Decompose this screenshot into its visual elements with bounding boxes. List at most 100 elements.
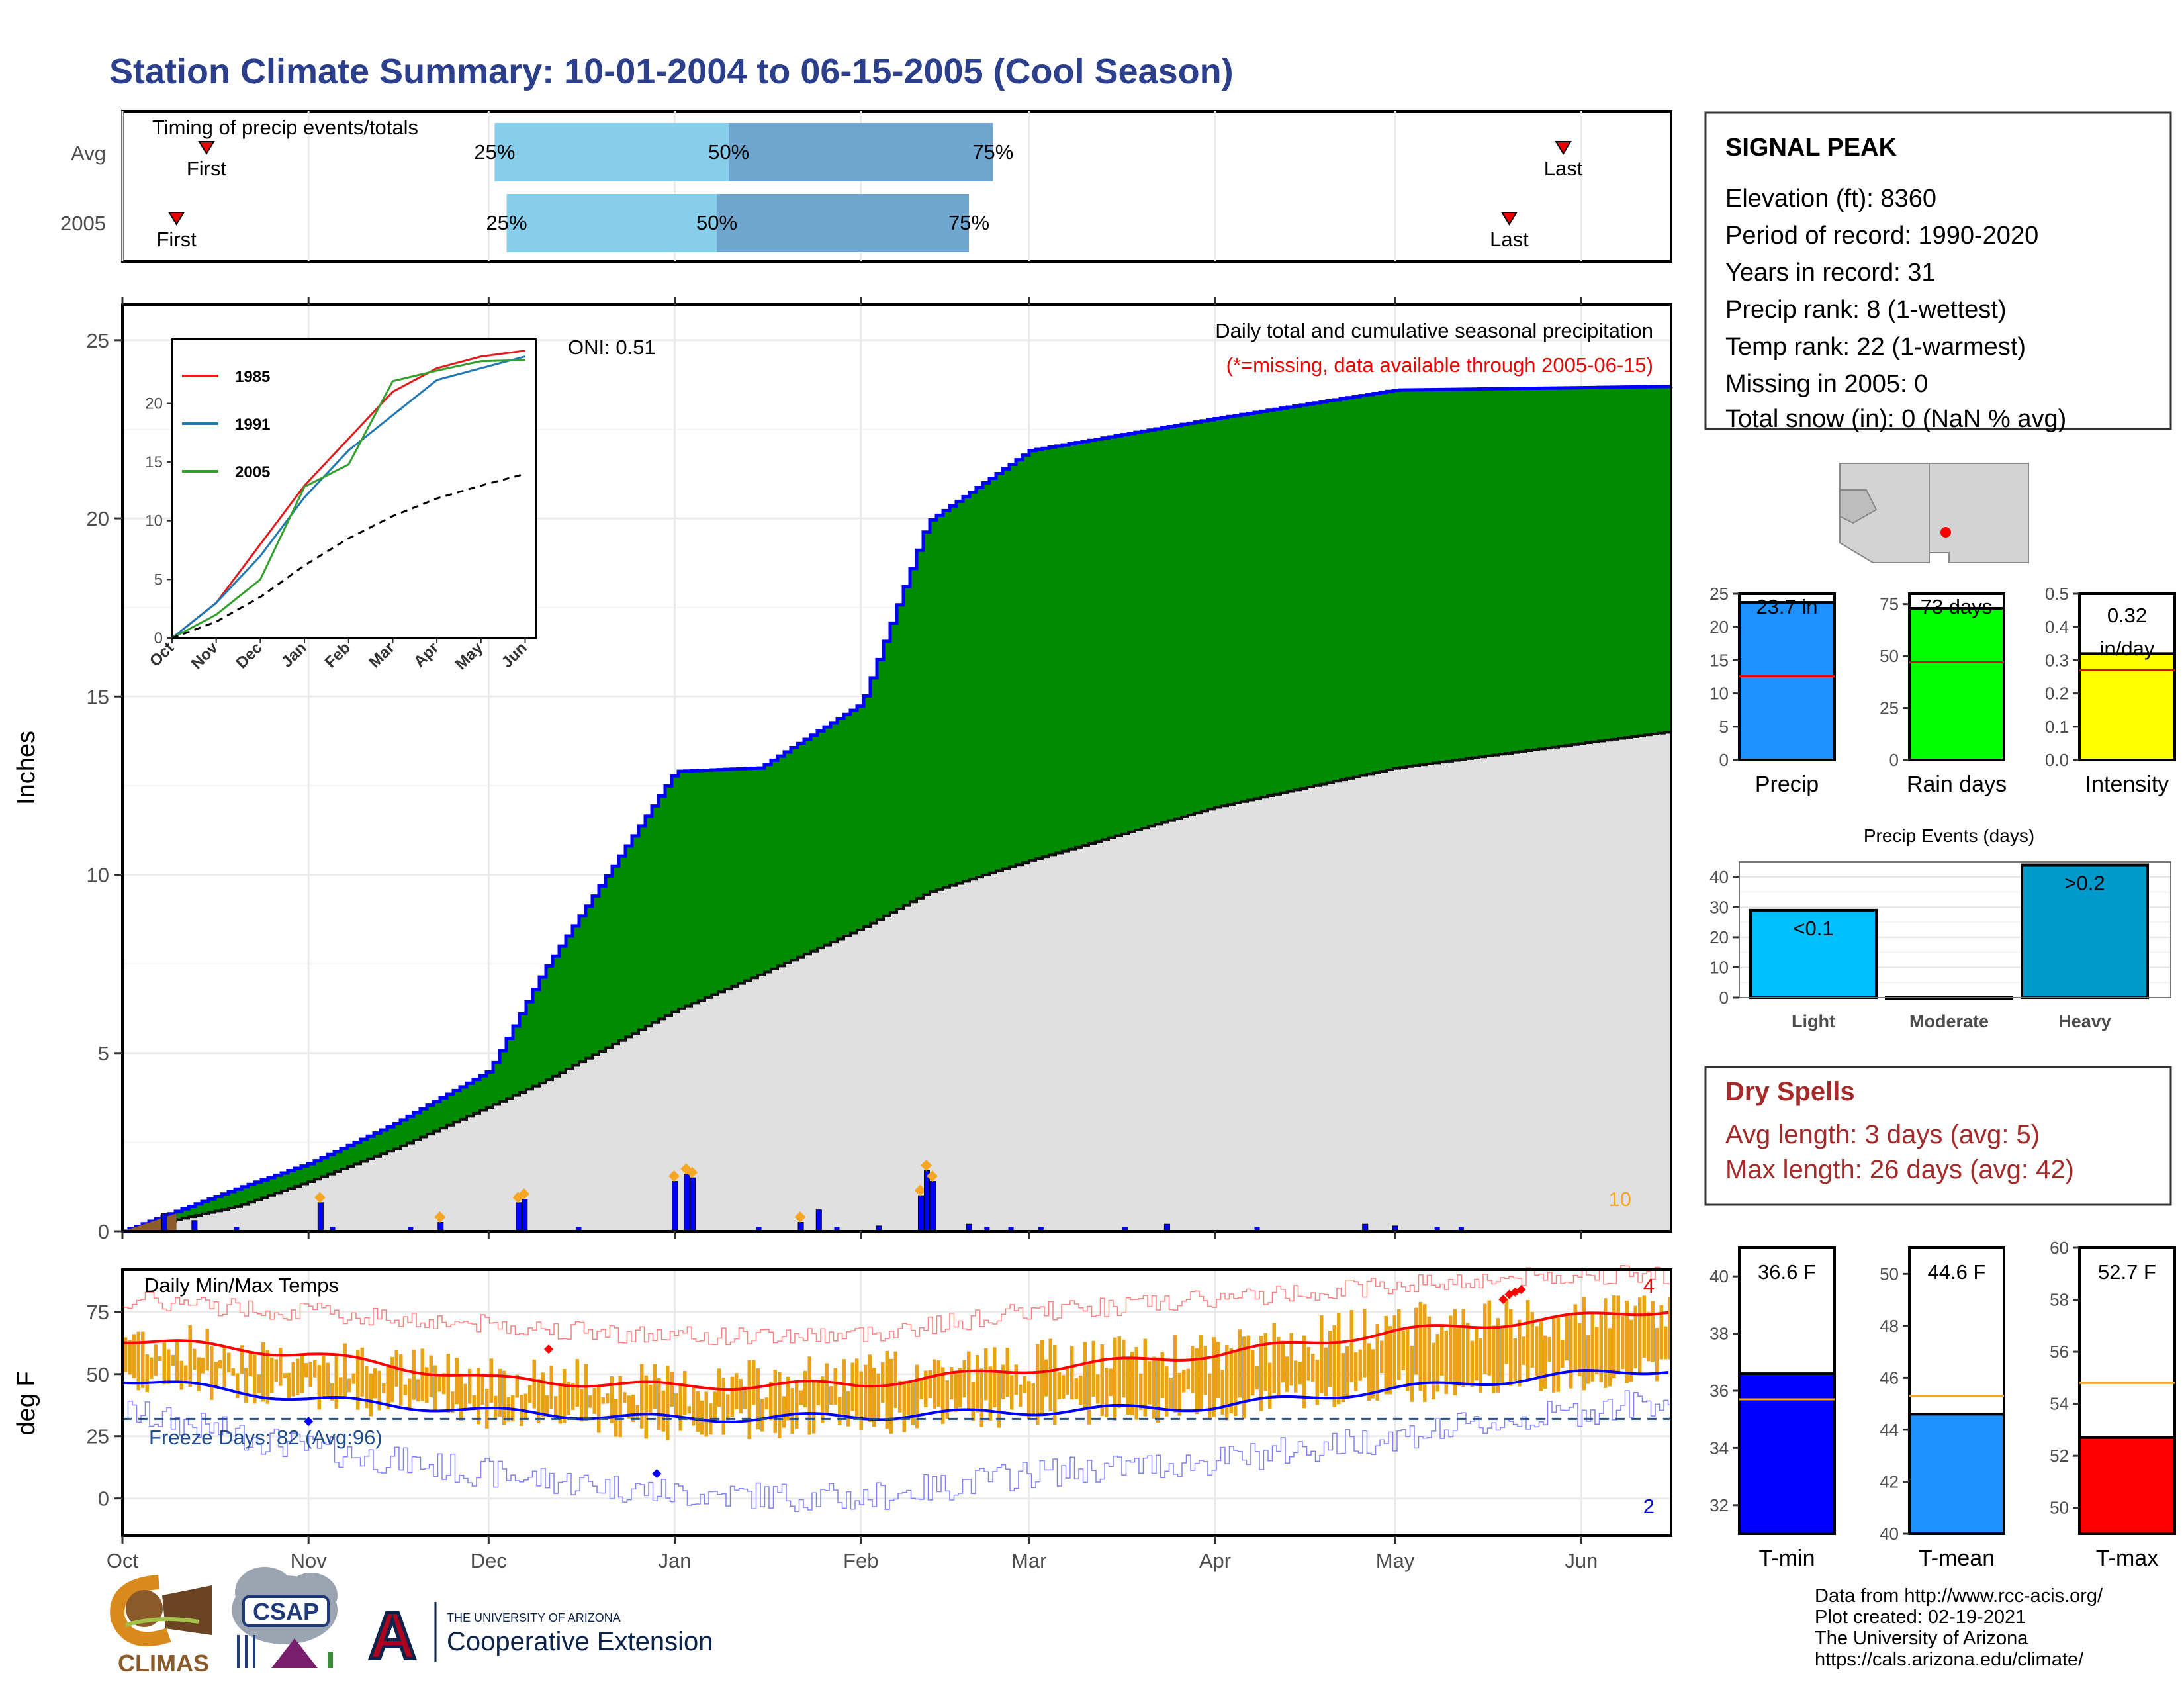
timing-p25-label: 25% [474,140,515,164]
cumulative-precip-2005-line [122,385,1673,1233]
dry-spells-title: Dry Spells [1725,1077,1855,1106]
daily-temp-bar [1410,1345,1414,1402]
daily-temp-bar [279,1348,283,1386]
daily-temp-bar [132,1334,136,1379]
daily-precip-bar [317,1202,324,1232]
temp-t-max-ytick-label: 58 [2050,1290,2069,1310]
daily-temp-bar [1599,1311,1603,1383]
daily-precip-bar [161,1213,167,1232]
daily-temp-bar [1578,1323,1582,1376]
daily-temp-bar [769,1381,773,1421]
footer-line-1: Data from http://www.rcc-acis.org/ [1815,1585,2103,1607]
daily-temp-bar [1285,1356,1289,1392]
daily-temp-bar [468,1368,472,1404]
mini-intensity-ytick-label: 0.4 [2045,617,2069,637]
daily-temp-bar [1487,1300,1491,1376]
daily-temp-bar [188,1325,192,1387]
daily-temp-bar [356,1350,360,1410]
events-ytick-label: 30 [1709,897,1729,917]
mini-precip-label: Precip [1755,772,1819,797]
daily-temp-bar [1483,1303,1487,1374]
daily-temp-bar [584,1364,588,1421]
temp-panel: 0 25 50 75 Oct Nov Dec Jan Feb Mar Apr May Jun deg … [13,1231,1672,1572]
timing-p50-label: 50% [696,211,737,234]
mini-rain-days-ytick-label: 75 [1880,594,1899,614]
daily-precip-bar-small [1434,1227,1440,1231]
daily-precip-bar [797,1222,804,1232]
footer-line-2: Plot created: 02-19-2021 [1815,1607,2026,1628]
mini-rain-days-ytick-label: 25 [1880,698,1899,718]
daily-temp-bar [365,1366,369,1409]
daily-temp-bar [1096,1374,1100,1404]
daily-temp-bar [1160,1352,1164,1399]
daily-temp-bar [459,1374,463,1421]
daily-temp-bar [437,1376,441,1392]
daily-temp-bar [1195,1348,1199,1415]
daily-temp-bar [1453,1309,1457,1396]
max-record-count: 4 [1643,1274,1655,1297]
mini-precip-value: 23.7 in [1756,595,1817,618]
daily-temp-bar [1036,1344,1040,1425]
daily-temp-bar [1074,1378,1078,1399]
temp-record-marker [543,1344,554,1354]
daily-temp-bar [1595,1327,1599,1375]
dry-spells-box: Dry Spells Avg length: 3 days (avg: 5) M… [1704,1066,2172,1206]
temp-t-max-ytick-label: 52 [2050,1446,2069,1466]
month-tick-label: Jun [1565,1549,1598,1572]
locator-map [1839,461,2030,563]
dry-spells-max: Max length: 26 days (avg: 42) [1725,1155,2074,1184]
daily-temp-bar [889,1358,893,1434]
daily-temp-bar [236,1373,240,1399]
daily-temp-bar [317,1364,321,1410]
daily-temp-bar [545,1395,549,1416]
daily-temp-bar [1057,1372,1061,1399]
daily-precip-bar-small [1122,1227,1128,1231]
daily-precip-bar-small [984,1227,990,1231]
daily-temp-bar [1401,1330,1405,1370]
temp-t-min-ytick-label: 36 [1709,1381,1729,1401]
daily-temp-bar [377,1370,381,1411]
events-xtick-label: Moderate [1909,1011,1989,1031]
record-max-line [124,1264,1672,1346]
daily-temp-bar [704,1391,708,1437]
daily-temp-bar [1513,1338,1517,1381]
mini-precip-ytick-label: 10 [1709,684,1729,704]
mini-intensity-bar [2078,652,2176,761]
daily-temp-bar [1569,1313,1573,1389]
timing-bar-q1-2005 [506,194,717,252]
daily-precip-bar-small [834,1227,840,1231]
daily-temp-bar [962,1360,966,1398]
daily-temp-bar [1530,1311,1534,1368]
daily-temp-bar [541,1372,545,1418]
precip-ytick-label: 15 [87,685,109,708]
daily-temp-bar [390,1356,394,1403]
daily-temp-bar [786,1376,790,1421]
daily-temp-bar [580,1389,584,1422]
daily-temp-bar [954,1371,958,1412]
daily-temp-bar [764,1397,768,1410]
daily-precip-marker [921,1159,933,1171]
daily-temp-bar [1449,1315,1453,1383]
daily-temp-bar [1122,1339,1126,1398]
daily-temp-bar [1263,1333,1267,1391]
mini-precip-ytick-label: 0 [1719,750,1729,770]
daily-temp-bar [175,1339,179,1383]
daily-temp-bar [1156,1357,1160,1423]
daily-temp-bar [881,1362,885,1403]
temp-t-mean-label: T-mean [1919,1546,1995,1571]
daily-temp-bar [1126,1357,1130,1415]
temp-t-max-label: T-max [2096,1546,2158,1571]
daily-temp-bar [825,1363,829,1413]
daily-temp-bar [644,1375,648,1439]
daily-temp-bar [915,1364,919,1429]
mini-bar-charts: 0 5 10 15 20 25 Precip 0 25 50 75 Rain days 0.0 0.1 0.… [1709,584,2176,797]
daily-precip-bar [522,1199,528,1232]
daily-temp-bar [1040,1339,1044,1413]
daily-temp-bar [743,1386,747,1409]
daily-temp-bar [1268,1362,1272,1409]
events-ytick-label: 10 [1709,957,1729,977]
daily-temp-bar [1083,1342,1087,1409]
daily-precip-bar [690,1177,696,1232]
daily-temp-bar [1289,1333,1293,1386]
